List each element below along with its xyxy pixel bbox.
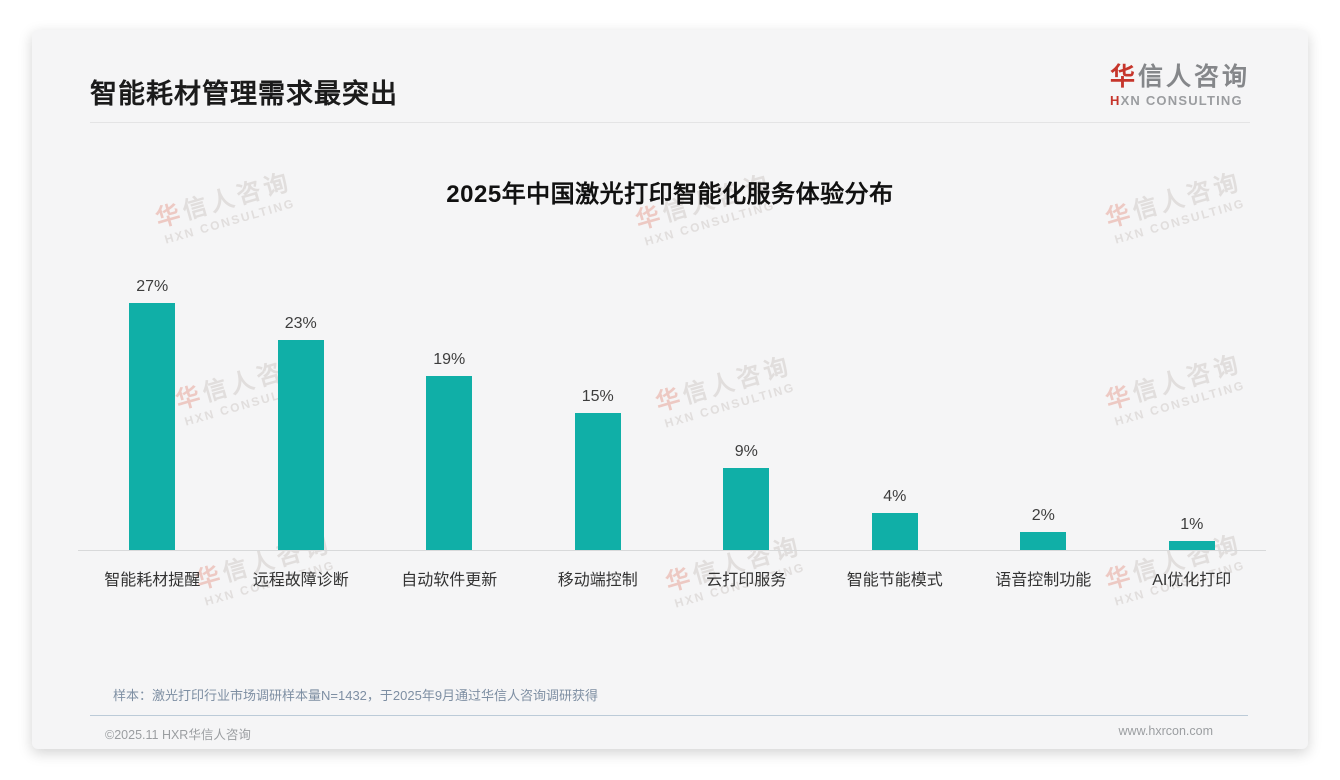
category-label: 云打印服务 <box>706 572 787 589</box>
bar <box>723 467 770 550</box>
bar-column: 9% <box>672 443 821 550</box>
bar-column: 27% <box>78 278 227 550</box>
logo-english-name: HXN CONSULTING <box>1109 92 1243 108</box>
bar <box>129 302 176 550</box>
bar-value-label: 9% <box>734 442 758 460</box>
category-label: 智能耗材提醒 <box>104 572 201 589</box>
bar-value-label: 23% <box>284 314 317 332</box>
bar-column: 1% <box>1118 516 1267 550</box>
bar <box>871 513 918 550</box>
category-label: AI优化打印 <box>1152 572 1232 589</box>
bar-column: 19% <box>375 351 524 550</box>
header: 智能耗材管理需求最突出 华信人咨询 HXN CONSULTING <box>32 30 1308 111</box>
category-label: 远程故障诊断 <box>252 572 349 589</box>
bar-column: 4% <box>821 488 970 550</box>
chart-title: 2025年中国激光打印智能化服务体验分布 <box>446 181 894 208</box>
slide-card: 华信人咨询 HXN CONSULTING 华信人咨询 HXN CONSULTING … <box>32 30 1308 749</box>
footer-copyright: ©2025.11 HXR华信人咨询 <box>105 728 251 742</box>
category-label: 智能节能模式 <box>846 572 943 589</box>
footer-website: www.hxrcon.com <box>1118 724 1213 738</box>
bar-value-label: 1% <box>1180 515 1204 533</box>
header-divider <box>90 122 1250 123</box>
sample-note: 样本：激光打印行业市场调研样本量N=1432，于2025年9月通过华信人咨询调研… <box>113 688 599 703</box>
bar-value-label: 19% <box>433 351 466 369</box>
bar-column: 23% <box>227 315 376 550</box>
page-title: 智能耗材管理需求最突出 <box>90 79 398 109</box>
categories-row: 智能耗材提醒 远程故障诊断 自动软件更新 移动端控制 云打印服务 智能节能模式 语音控制功能… <box>78 566 1266 590</box>
bar <box>1020 531 1067 550</box>
bar-value-label: 4% <box>883 488 907 506</box>
bar-column: 15% <box>524 388 673 550</box>
bar-chart: 27% 23% 19% 15% 9% 4% 2% 1% <box>78 260 1266 551</box>
bar-column: 2% <box>969 507 1118 550</box>
bar <box>426 376 473 550</box>
bar-value-label: 27% <box>136 277 169 295</box>
logo-chinese-name: 华信人咨询 <box>1109 63 1250 91</box>
category-label: 移动端控制 <box>557 572 638 589</box>
footer: ©2025.11 HXR华信人咨询 www.hxrcon.com <box>105 724 1213 743</box>
bar <box>1168 540 1215 550</box>
company-logo: 华信人咨询 HXN CONSULTING <box>1109 63 1250 108</box>
footer-divider <box>90 715 1248 716</box>
bar <box>277 339 324 550</box>
category-label: 语音控制功能 <box>995 572 1092 589</box>
bar-value-label: 2% <box>1031 506 1055 524</box>
category-label: 自动软件更新 <box>401 572 498 589</box>
bar <box>574 412 621 550</box>
bar-value-label: 15% <box>581 387 614 405</box>
